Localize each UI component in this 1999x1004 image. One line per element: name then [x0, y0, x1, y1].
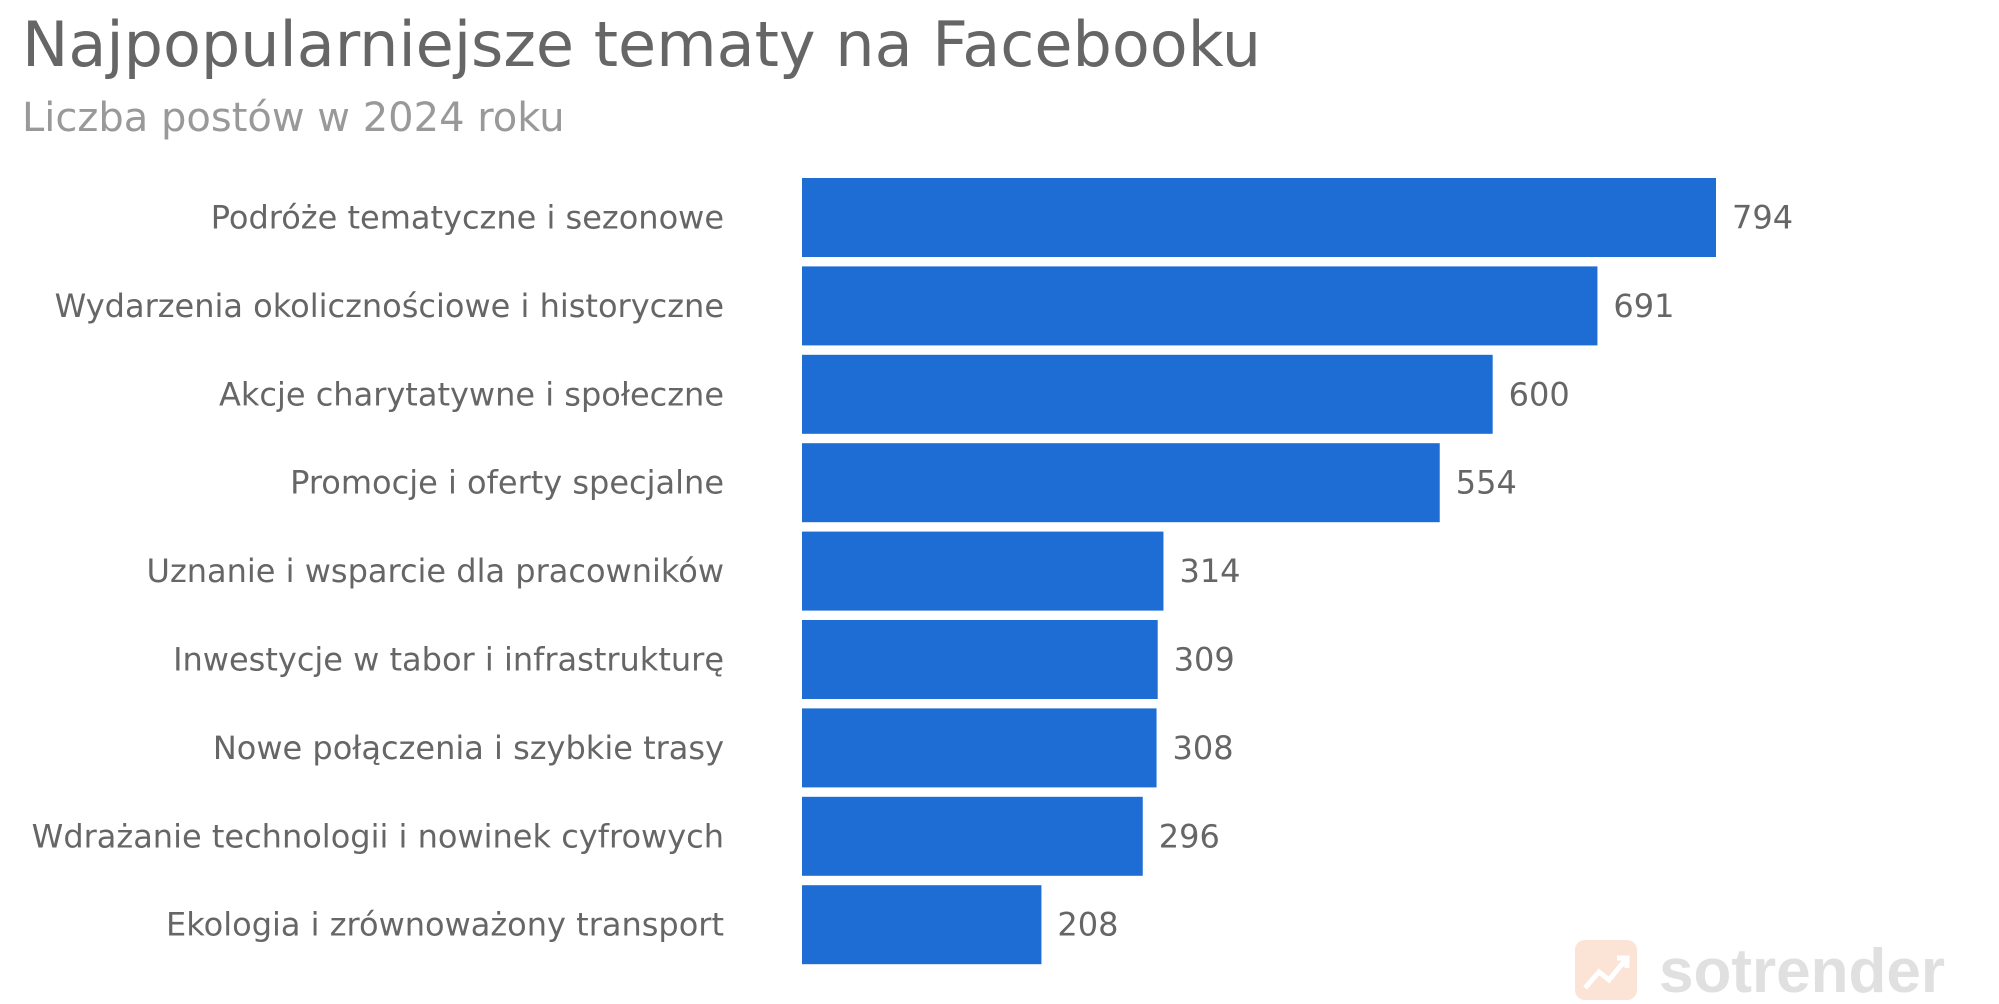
value-label: 296	[1159, 817, 1220, 855]
value-label: 314	[1179, 552, 1240, 590]
chart-subtitle: Liczba postów w 2024 roku	[22, 95, 565, 141]
value-label: 691	[1613, 287, 1674, 325]
sotrender-watermark: sotrender	[1575, 937, 1995, 1004]
category-label: Akcje charytatywne i społeczne	[219, 375, 724, 413]
category-label: Wydarzenia okolicznościowe i historyczne	[55, 287, 724, 325]
category-label: Podróże tematyczne i sezonowe	[211, 199, 724, 237]
category-label: Nowe połączenia i szybkie trasy	[213, 729, 724, 767]
category-label: Inwestycje w tabor i infrastrukturę	[173, 641, 724, 679]
trend-up-icon	[1575, 940, 1637, 1000]
watermark-text: sotrender	[1659, 940, 1945, 1000]
bar	[802, 178, 1716, 257]
chart-title: Najpopularniejsze tematy na Facebooku	[22, 8, 1262, 81]
bar	[802, 708, 1157, 788]
category-label: Ekologia i zrównoważony transport	[166, 906, 724, 944]
bar	[802, 531, 1164, 611]
bar	[802, 443, 1440, 523]
value-label: 600	[1509, 375, 1570, 413]
category-label: Promocje i oferty specjalne	[290, 464, 724, 502]
value-label: 308	[1173, 729, 1234, 767]
bar	[802, 796, 1143, 876]
bar	[802, 620, 1158, 699]
category-label: Wdrażanie technologii i nowinek cyfrowyc…	[32, 817, 724, 855]
bar	[802, 266, 1598, 346]
value-label: 554	[1456, 464, 1517, 502]
bar	[802, 885, 1042, 965]
bar	[802, 354, 1493, 434]
value-label: 208	[1057, 906, 1118, 944]
value-label: 309	[1174, 641, 1235, 679]
value-label: 794	[1732, 199, 1793, 237]
category-label: Uznanie i wsparcie dla pracowników	[147, 552, 724, 590]
